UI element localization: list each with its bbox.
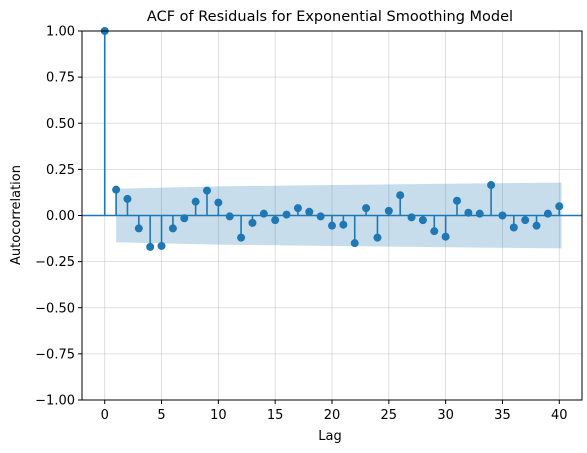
marker-lag-32: [464, 208, 473, 217]
y-tick-label: −1.00: [35, 394, 75, 409]
x-tick-label: 40: [551, 408, 568, 423]
x-tick-label: 10: [210, 408, 227, 423]
y-tick-label: −0.75: [35, 347, 75, 362]
x-tick-label: 0: [101, 408, 109, 423]
marker-lag-36: [509, 223, 518, 232]
x-axis: 0 5 10 15 20 25 30 35 40: [101, 400, 568, 423]
y-tick-label: 0.50: [46, 117, 75, 132]
marker-lag-8: [191, 197, 200, 206]
x-tick-label: 20: [324, 408, 341, 423]
y-axis-label: Autocorrelation: [9, 165, 24, 265]
marker-lag-14: [259, 209, 268, 218]
x-tick-label: 35: [494, 408, 511, 423]
marker-lag-10: [214, 198, 223, 207]
y-tick-label: −0.25: [35, 255, 75, 270]
marker-lag-23: [362, 204, 371, 213]
marker-lag-18: [305, 207, 314, 216]
marker-lag-4: [146, 242, 155, 251]
marker-lag-37: [521, 216, 530, 225]
marker-lag-22: [350, 239, 359, 248]
acf-markers: [100, 27, 564, 251]
marker-lag-29: [430, 227, 439, 236]
marker-lag-27: [407, 213, 416, 222]
marker-lag-19: [316, 212, 325, 221]
marker-lag-31: [453, 196, 461, 205]
marker-lag-5: [157, 241, 166, 250]
marker-lag-12: [237, 233, 246, 242]
y-axis: −1.00 −0.75 −0.50 −0.25 0.00 0.25 0.50 0.75 1.00: [35, 25, 82, 409]
marker-lag-17: [293, 204, 302, 213]
y-tick-label: −0.50: [35, 301, 75, 316]
marker-lag-13: [248, 218, 257, 227]
marker-lag-40: [555, 202, 564, 211]
x-axis-label: Lag: [318, 429, 341, 444]
marker-lag-33: [475, 209, 484, 218]
marker-lag-3: [134, 224, 143, 233]
marker-lag-6: [168, 224, 177, 233]
x-tick-label: 30: [437, 408, 454, 423]
y-tick-label: 0.25: [46, 163, 75, 178]
marker-lag-35: [498, 211, 507, 220]
marker-lag-34: [487, 181, 496, 190]
chart-title: ACF of Residuals for Exponential Smoothi…: [147, 9, 513, 25]
marker-lag-20: [328, 221, 336, 230]
marker-lag-24: [373, 233, 382, 242]
x-tick-label: 15: [267, 408, 284, 423]
marker-lag-9: [203, 186, 211, 195]
marker-lag-30: [441, 232, 450, 241]
marker-lag-7: [180, 214, 189, 223]
marker-lag-38: [532, 221, 541, 230]
x-tick-label: 25: [381, 408, 398, 423]
marker-lag-15: [271, 216, 280, 225]
marker-lag-11: [225, 212, 234, 221]
marker-lag-1: [112, 185, 121, 194]
marker-lag-16: [282, 210, 291, 219]
x-tick-label: 5: [157, 408, 165, 423]
marker-lag-21: [339, 220, 348, 229]
marker-lag-28: [418, 216, 427, 225]
marker-lag-25: [384, 206, 393, 215]
marker-lag-2: [123, 194, 132, 203]
y-tick-label: 0.00: [46, 209, 75, 224]
y-tick-label: 0.75: [46, 71, 75, 86]
marker-lag-26: [396, 191, 405, 200]
y-tick-label: 1.00: [46, 25, 75, 40]
marker-lag-39: [543, 209, 552, 218]
